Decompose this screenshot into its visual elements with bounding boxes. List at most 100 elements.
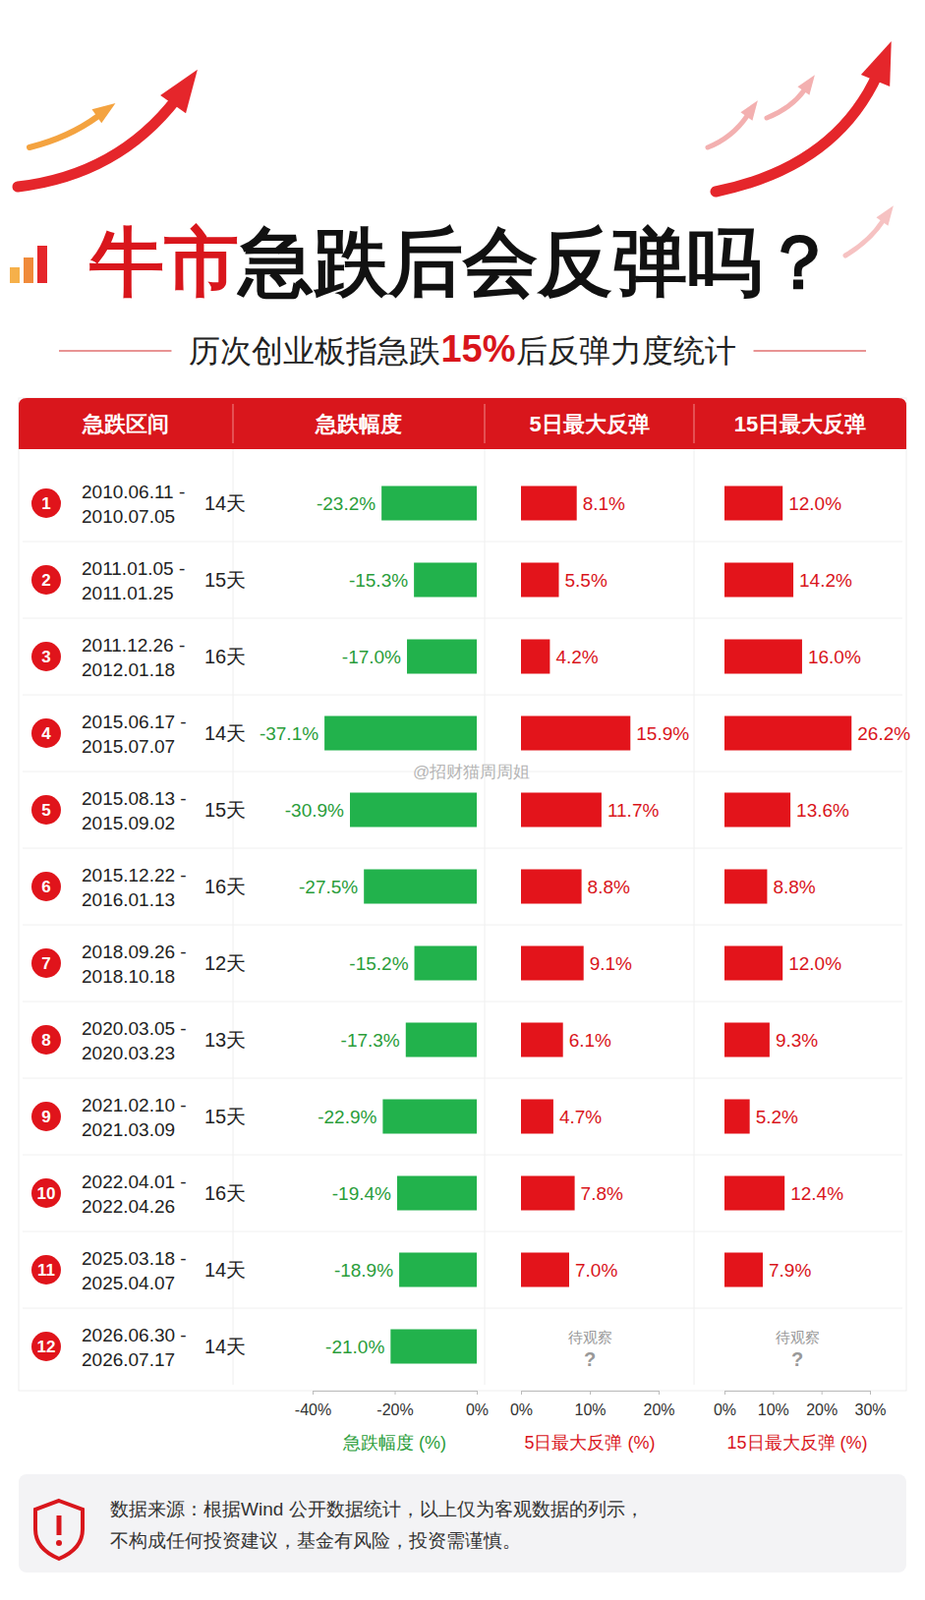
bar (520, 1176, 576, 1212)
date-end: 2015.07.07 (81, 736, 175, 757)
days: 16天 (204, 875, 246, 898)
date-start: 2015.06.17 - (81, 711, 187, 733)
row-badge (31, 1255, 61, 1285)
date-start: 2010.06.11 - (81, 481, 185, 503)
row-badge (31, 1178, 61, 1209)
column-divider (693, 449, 695, 1386)
days: 15天 (204, 799, 246, 821)
row-divider (22, 1078, 903, 1080)
row-divider (22, 925, 903, 926)
arrow-head (740, 100, 757, 121)
column-head: 急跌幅度 (314, 411, 403, 437)
data-label: -37.1% (259, 723, 319, 745)
bar (363, 869, 477, 905)
data-labels: -23.2%-15.3%-17.0%-37.1%-30.9%-27.5%-15.… (259, 493, 409, 1358)
bar (724, 486, 783, 521)
footer-line: 数据来源：根据Wind 公开数据统计，以上仅为客观数据的列示， (110, 1499, 644, 1520)
days: 16天 (204, 1182, 246, 1205)
data-label: 7.8% (580, 1183, 624, 1205)
data-label: 14.2% (799, 570, 853, 591)
arrow-shaft (845, 221, 883, 256)
tick-label: 10% (757, 1401, 790, 1419)
tick-label: 20% (642, 1401, 675, 1419)
data-label: 13.6% (796, 800, 850, 821)
date-start: 2025.03.18 - (81, 1248, 187, 1270)
shield-icon (56, 1540, 62, 1547)
bar (520, 716, 631, 752)
days: 13天 (204, 1029, 246, 1051)
chart: 8.1%5.5%4.2%15.9%11.7%8.8%9.1%6.1%4.7%7.… (520, 486, 690, 1372)
date-end: 2022.04.26 (81, 1196, 175, 1217)
row-badge (31, 1331, 61, 1362)
row-number: 2 (41, 571, 51, 590)
row-number: 1 (41, 494, 51, 514)
data-label: 15.9% (635, 723, 690, 745)
arrow-head (861, 41, 892, 87)
bar (724, 946, 783, 982)
bar (520, 639, 550, 675)
data-label: -23.2% (316, 493, 376, 515)
date-start: 2011.01.05 - (81, 558, 185, 579)
bar (520, 793, 602, 828)
row-badge (31, 641, 61, 672)
bar (724, 793, 791, 828)
column-head: 15日最大反弹 (734, 411, 867, 437)
row-number: 8 (41, 1031, 51, 1050)
arrow-shaft (715, 73, 878, 192)
arrow-head (160, 69, 198, 114)
title: 牛市急跌后会反弹吗？ (89, 220, 837, 304)
data-label: -18.9% (334, 1260, 394, 1281)
date-start: 2015.12.22 - (81, 865, 187, 886)
date-start: 2022.04.01 - (81, 1171, 187, 1193)
row-number: 12 (37, 1337, 57, 1357)
row-divider (22, 1001, 903, 1003)
tick: 30% (854, 1390, 886, 1419)
date-start: 2020.03.05 - (81, 1018, 187, 1040)
date-end: 2021.03.09 (81, 1119, 175, 1141)
row-badge (31, 565, 61, 595)
tick: 20% (642, 1390, 675, 1419)
data-label: 5.2% (755, 1106, 799, 1128)
row-number: 6 (41, 877, 51, 897)
bar (724, 1023, 770, 1058)
tick-mark (724, 1390, 726, 1395)
subtitle-rule (753, 349, 867, 352)
date-end: 2012.01.18 (81, 659, 175, 681)
tick-label: -40% (294, 1401, 332, 1419)
data-label: 9.3% (775, 1030, 818, 1051)
title-part: 急跌后会反弹吗？ (235, 220, 837, 304)
data-labels: 12.0%14.2%16.0%26.2%13.6%8.8%12.0%9.3%5.… (755, 493, 912, 1371)
data-label: -17.3% (341, 1030, 401, 1051)
bar (349, 793, 477, 828)
data-label: 4.7% (559, 1106, 602, 1128)
subtitle-part: 15% (440, 328, 516, 370)
bar (520, 1099, 554, 1135)
row-divider (22, 1308, 903, 1310)
bar (724, 639, 803, 675)
pending: 待观察 (775, 1329, 820, 1346)
date-end: 2025.04.07 (81, 1272, 175, 1294)
row-number: 4 (41, 724, 52, 744)
row-badge (31, 795, 61, 825)
x-axis: 0%10%20%30% (713, 1390, 887, 1419)
tick-label: -20% (376, 1401, 413, 1419)
data-label: 12.0% (788, 953, 842, 975)
days: 14天 (204, 492, 246, 515)
pending-mark: ? (583, 1348, 596, 1371)
row-number: 10 (37, 1184, 57, 1204)
date-end: 2010.07.05 (81, 506, 175, 527)
axis-title: 5日最大反弹 (%) (523, 1433, 655, 1453)
data-label: 5.5% (565, 570, 608, 591)
axis-title: 15日最大反弹 (%) (726, 1433, 868, 1453)
tick-mark (589, 1390, 591, 1395)
data-label: -21.0% (325, 1336, 385, 1358)
x-axis: 0%10%20% (510, 1390, 676, 1419)
date-end: 2026.07.17 (81, 1349, 175, 1371)
header-divider (484, 404, 486, 444)
arrow-head (797, 74, 814, 96)
pending: 待观察 (568, 1329, 613, 1346)
data-label: 12.0% (788, 493, 842, 515)
data-label: 12.4% (790, 1183, 844, 1205)
tick: 10% (574, 1390, 606, 1419)
row-number: 11 (37, 1261, 56, 1280)
